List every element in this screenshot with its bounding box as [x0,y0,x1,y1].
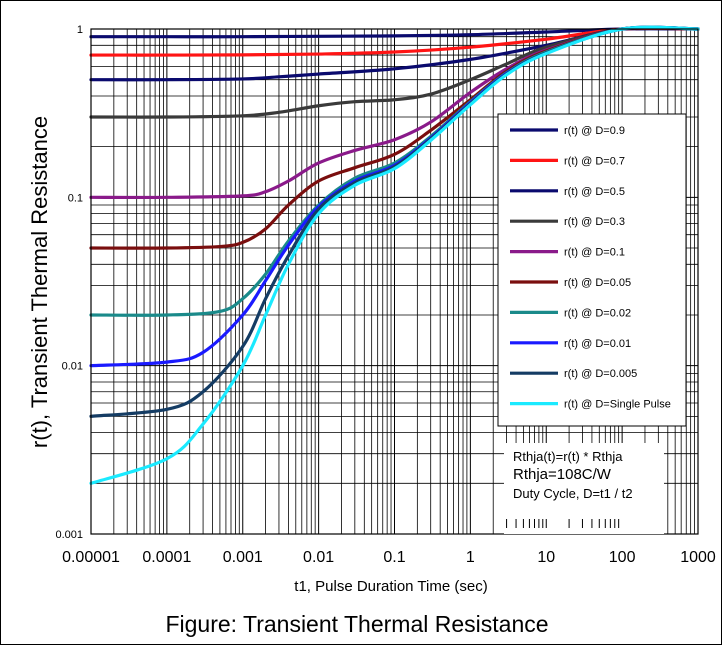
series-line-r-t-d-0-9 [89,27,700,39]
x-tick-label: 0.01 [303,549,334,566]
x-tick-label: 0.001 [223,549,263,566]
series-line-r-t-d-0-3 [89,26,700,119]
x-tick-label: 0.0001 [142,549,191,566]
y-tick-label: 0.1 [68,192,83,204]
legend-label: r(t) @ D=0.5 [564,186,625,198]
note-box [504,443,664,534]
legend-label: r(t) @ D=0.01 [564,338,631,350]
plot-area-border [90,28,699,535]
x-tick-label: 0.00001 [62,549,120,566]
legend-label: r(t) @ D=Single Pulse [564,399,671,411]
legend-label: r(t) @ D=0.05 [564,277,631,289]
y-tick-label: 0.01 [62,361,83,373]
x-tick-label: 1000 [680,549,716,566]
x-tick-label: 10 [537,549,555,566]
note-line-3: Duty Cycle, D=t1 / t2 [513,486,633,501]
y-axis-title: r(t), Transient Thermal Resistance [27,116,52,448]
note-tick-marks [506,519,620,528]
note-line-1: Rthja(t)=r(t) * Rthja [513,449,623,464]
legend-label: r(t) @ D=0.9 [564,125,625,137]
y-tick-label: 0.001 [55,529,83,541]
legend: r(t) @ D=0.9 r(t) @ D=0.7 r(t) @ D=0.5 r(t)… [497,113,687,427]
y-tick-labels: 0.001 0.01 0.1 1 [55,24,83,541]
note-line-2: Rthja=108C/W [513,466,612,483]
legend-label: r(t) @ D=0.7 [564,155,625,167]
x-axis-title: t1, Pulse Duration Time (sec) [294,578,487,595]
x-tick-labels: 0.00001 0.0001 0.001 0.01 0.1 1 10 100 1000 [62,549,716,566]
figure-caption: Figure: Transient Thermal Resistance [165,611,548,637]
legend-label: r(t) @ D=0.1 [564,247,625,259]
series-lines [89,25,700,485]
grid [90,29,698,535]
x-tick-label: 0.1 [383,549,405,566]
x-tick-label: 1 [466,549,475,566]
y-tick-label: 1 [77,24,83,36]
legend-label: r(t) @ D=0.3 [564,216,625,228]
series-line-r-t-d-single-pulse [89,25,700,485]
legend-label: r(t) @ D=0.02 [564,307,631,319]
legend-label: r(t) @ D=0.005 [564,368,637,380]
rth-note: Rthja(t)=r(t) * Rthja Rthja=108C/W Duty … [504,443,664,534]
x-tick-label: 100 [609,549,636,566]
